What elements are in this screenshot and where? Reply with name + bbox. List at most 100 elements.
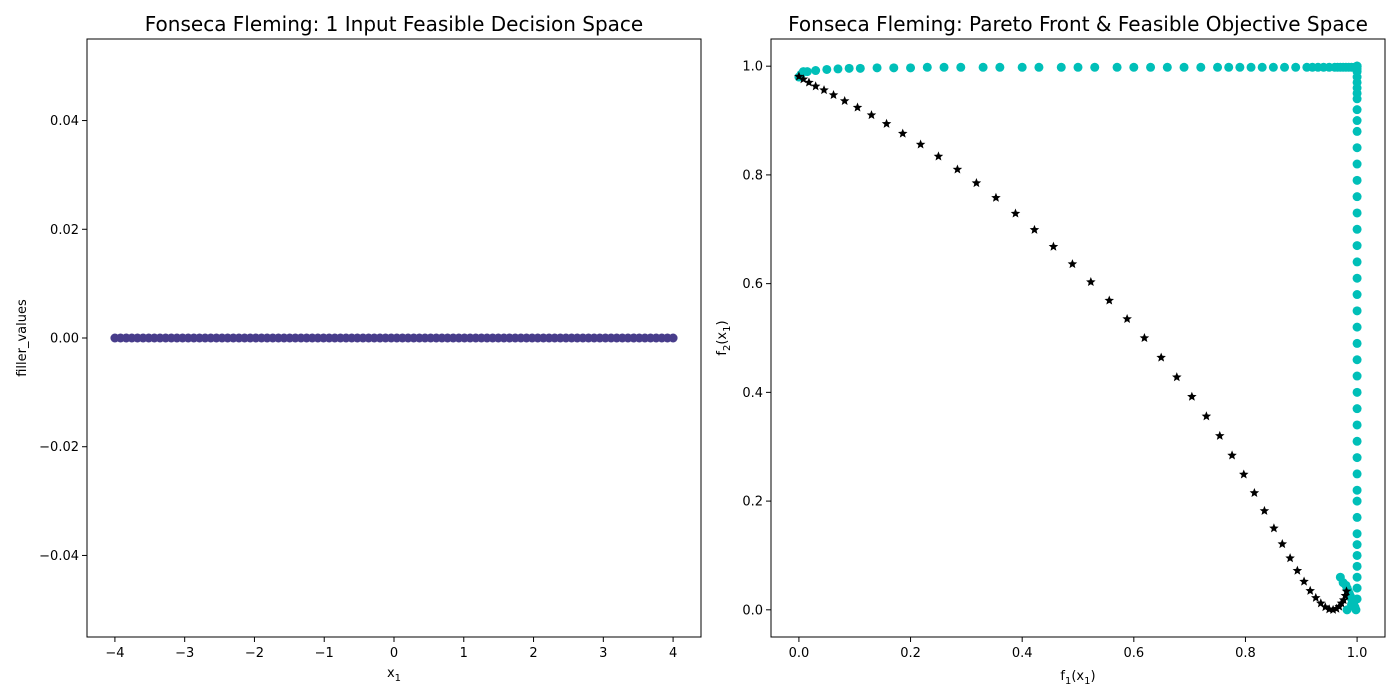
decision-space-y-tick-label: 0.00 <box>50 332 79 347</box>
feasible-objective-point <box>889 63 899 73</box>
feasible-objective-point <box>811 66 821 76</box>
pareto-front-point <box>866 110 877 120</box>
feasible-objective-point <box>1352 241 1362 251</box>
feasible-objective-point <box>1352 561 1362 571</box>
feasible-objective-point <box>1352 290 1362 300</box>
pareto-front-point <box>897 128 908 138</box>
objective-space-x-tick-label: 0.2 <box>900 646 921 661</box>
decision-space-x-axis-label-subscript: 1 <box>395 673 401 684</box>
feasible-objective-point <box>1352 572 1362 582</box>
pareto-front-point <box>1104 295 1115 305</box>
objective-space-y-tick-label: 0.8 <box>742 168 763 183</box>
objective-space-x-axis-label-end: ) <box>1091 669 1096 684</box>
feasible-objective-point <box>1235 62 1245 72</box>
objective-space-y-axis-label-end: ) <box>715 320 730 325</box>
feasible-objective-point <box>844 63 854 73</box>
pareto-front-point <box>1156 352 1166 362</box>
decision-space-panel: Fonseca Fleming: 1 Input Feasible Decisi… <box>15 12 702 684</box>
decision-space-x-axis-label: x1 <box>387 666 401 684</box>
feasible-objective-point <box>1352 306 1362 316</box>
decision-space-title: Fonseca Fleming: 1 Input Feasible Decisi… <box>145 12 643 36</box>
pareto-front-point <box>952 164 963 174</box>
objective-space-x-tick-label: 0.0 <box>789 646 810 661</box>
pareto-front-point <box>1172 372 1182 382</box>
pareto-front-point <box>991 192 1001 202</box>
objective-space-y-axis-label-arg: (x <box>715 332 730 345</box>
pareto-front-point <box>828 89 839 100</box>
feasible-objective-point <box>1352 485 1362 495</box>
feasible-objective-point <box>1352 550 1362 560</box>
feasible-objective-point <box>855 63 865 73</box>
feasible-objective-point <box>995 62 1005 72</box>
pareto-front-point <box>1331 603 1342 613</box>
decision-space-y-ticks: 0.04 0.02 0.00 −0.02 −0.04 <box>39 114 87 564</box>
pareto-front-point <box>1029 224 1040 234</box>
pareto-front-point <box>852 102 863 112</box>
feasible-objective-point <box>1352 371 1362 381</box>
objective-space-x-tick-label: 1.0 <box>1347 646 1368 661</box>
feasible-objective-point <box>833 64 843 74</box>
feasible-objective-point <box>822 64 832 74</box>
feasible-objective-point <box>872 63 882 73</box>
feasible-objective-point <box>1352 512 1362 522</box>
feasible-objective-point <box>1352 273 1362 283</box>
feasible-objective-point <box>1196 62 1206 72</box>
feasible-objective-point <box>802 67 812 77</box>
objective-space-x-axis-label-arg-subscript: 1 <box>1084 676 1090 687</box>
objective-space-y-tick-label: 0.4 <box>742 386 763 401</box>
decision-space-y-axis-label: filler_values <box>15 299 30 377</box>
feasible-objective-point <box>922 62 932 72</box>
objective-space-x-tick-label: 0.6 <box>1123 646 1144 661</box>
decision-space-x-tick-label: 2 <box>529 646 537 661</box>
feasible-objective-point <box>1352 224 1362 234</box>
feasible-objective-point <box>1352 540 1362 550</box>
pareto-front-point <box>1227 450 1237 460</box>
feasible-objective-space-points <box>794 61 1362 615</box>
feasible-objective-point <box>1056 62 1066 72</box>
pareto-front-point <box>1201 411 1212 421</box>
feasible-objective-point <box>1268 62 1278 72</box>
pareto-front-point <box>798 74 809 84</box>
feasible-objective-point <box>1090 62 1100 72</box>
feasible-objective-point <box>1352 387 1362 397</box>
feasible-objective-point <box>1352 126 1362 136</box>
decision-point <box>668 333 678 343</box>
feasible-objective-point <box>1352 420 1362 430</box>
pareto-front-point <box>819 85 829 95</box>
feasible-objective-point <box>939 62 949 72</box>
pareto-front-point <box>1086 277 1096 287</box>
feasible-objective-point <box>906 63 916 73</box>
feasible-objective-point <box>1073 62 1083 72</box>
objective-space-title: Fonseca Fleming: Pareto Front & Feasible… <box>788 12 1368 36</box>
pareto-front-point <box>1341 586 1352 596</box>
pareto-front-point <box>1122 313 1132 324</box>
feasible-objective-point <box>1352 159 1362 169</box>
feasible-objective-point <box>1129 62 1139 72</box>
feasible-objective-point <box>1352 529 1362 539</box>
feasible-objective-point <box>1352 175 1362 185</box>
objective-space-y-tick-label: 0.0 <box>742 603 763 618</box>
pareto-front-point <box>839 95 850 106</box>
objective-space-y-axis-label-f: f <box>715 351 730 356</box>
feasible-objective-point <box>1352 257 1362 267</box>
pareto-front-point <box>1215 430 1225 440</box>
pareto-front-point <box>794 71 804 81</box>
feasible-objective-point <box>1352 436 1362 446</box>
decision-space-y-tick-label: −0.02 <box>39 440 79 455</box>
decision-space-x-tick-label: −1 <box>315 646 334 661</box>
feasible-objective-point <box>1162 62 1172 72</box>
pareto-front-point <box>1328 604 1338 614</box>
feasible-objective-point <box>1352 496 1362 506</box>
feasible-objective-point <box>1352 192 1362 202</box>
feasible-objective-point <box>1352 404 1362 414</box>
pareto-front-point <box>881 118 892 128</box>
feasible-objective-point <box>1352 469 1362 479</box>
feasible-objective-point <box>1352 322 1362 332</box>
objective-space-y-axis-label-f-subscript: 2 <box>722 345 733 351</box>
feasible-objective-point <box>1335 572 1345 582</box>
decision-space-x-tick-label: 3 <box>599 646 607 661</box>
objective-space-y-axis-label: f2(x1) <box>715 320 733 355</box>
pareto-front-point <box>915 139 926 149</box>
objective-space-y-tick-label: 0.2 <box>742 495 763 510</box>
objective-space-x-tick-label: 0.4 <box>1012 646 1033 661</box>
